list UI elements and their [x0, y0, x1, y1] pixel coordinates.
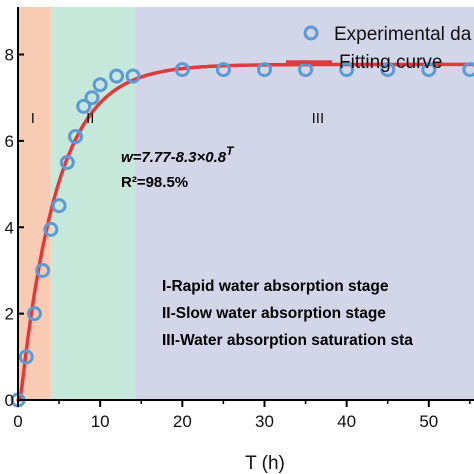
- stage-label-2: II: [86, 110, 94, 127]
- x-tick-label: 0: [13, 412, 22, 431]
- data-point: [18, 349, 34, 365]
- x-axis-title: T (h): [245, 453, 285, 474]
- stage-label-1: I: [31, 110, 35, 127]
- legend-label-experimental: Experimental da: [334, 24, 472, 45]
- data-point: [35, 262, 51, 278]
- data-point: [76, 98, 92, 114]
- y-tick-label: 6: [5, 132, 14, 151]
- stage-region-3: [135, 7, 474, 400]
- stage-note-1: I-Rapid water absorption stage: [162, 278, 389, 295]
- data-point: [68, 129, 84, 145]
- y-ticks: 0 2 4 6 8: [5, 46, 24, 410]
- data-point: [462, 62, 474, 78]
- data-point: [26, 306, 42, 322]
- data-point: [215, 62, 231, 78]
- stage-region-1: [18, 7, 51, 400]
- stage-labels: I II III: [31, 110, 324, 127]
- data-point: [256, 62, 272, 78]
- y-tick-label: 2: [5, 305, 14, 324]
- data-point: [51, 198, 67, 214]
- legend-marker-experimental: [303, 25, 319, 41]
- equation-exponent: T: [226, 144, 235, 158]
- y-tick-label: 8: [5, 46, 14, 65]
- data-point: [339, 62, 355, 78]
- stage-note-2: II-Slow water absorption stage: [162, 305, 386, 322]
- fitting-curve-layer: [16, 62, 474, 402]
- data-point: [421, 62, 437, 78]
- data-point: [92, 77, 108, 93]
- data-point: [174, 62, 190, 78]
- x-tick-label: 30: [255, 412, 274, 431]
- equation-main: w=7.77-8.3×0.8: [121, 149, 227, 166]
- x-tick-label: 40: [337, 412, 356, 431]
- data-point: [380, 62, 396, 78]
- stage-label-3: III: [312, 110, 325, 127]
- fitting-curve-line: [16, 62, 474, 402]
- data-point: [43, 221, 59, 237]
- legend-label-fitting: Fitting curve: [339, 52, 442, 73]
- data-point: [59, 154, 75, 170]
- r-squared-text: R²=98.5%: [121, 174, 188, 191]
- stage-note-3: III-Water absorption saturation sta: [162, 332, 413, 349]
- x-ticks: 0 10 20 30 40 50: [13, 400, 471, 431]
- legend: Experimental da Fitting curve: [286, 24, 472, 73]
- equation-text: w=7.77-8.3×0.8T: [121, 144, 235, 166]
- x-tick-label: 20: [173, 412, 192, 431]
- y-tick-label: 4: [5, 218, 14, 237]
- data-point: [84, 90, 100, 106]
- data-point: [109, 68, 125, 84]
- data-point: [125, 68, 141, 84]
- y-tick-label: 0: [5, 391, 14, 410]
- x-tick-label: 50: [419, 412, 438, 431]
- x-tick-label: 10: [91, 412, 110, 431]
